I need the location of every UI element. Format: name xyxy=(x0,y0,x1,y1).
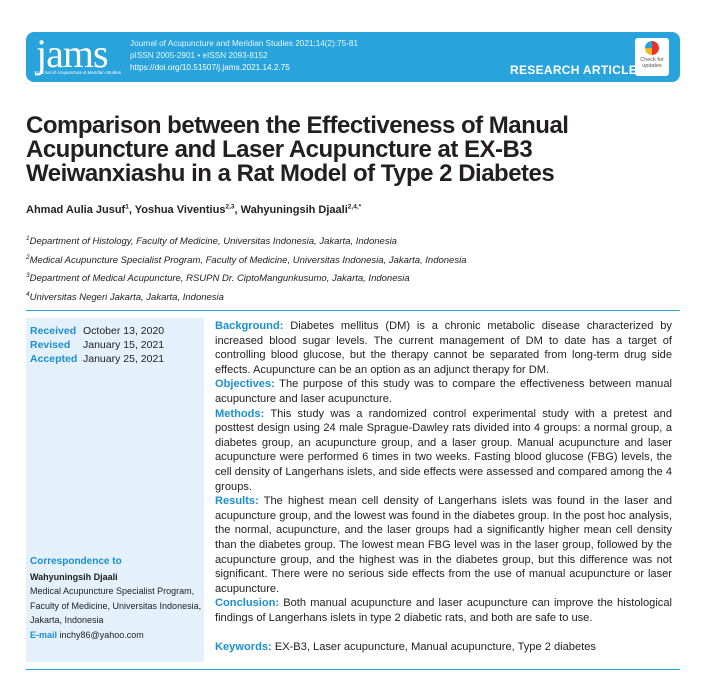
divider xyxy=(26,310,680,311)
dates: Received October 13, 2020 Revised January … xyxy=(30,324,164,366)
aff-sup: 4 xyxy=(26,290,30,298)
date-value: January 15, 2021 xyxy=(83,339,165,351)
author-name: Ahmad Aulia Jusuf xyxy=(26,203,126,216)
date-value: January 25, 2021 xyxy=(83,353,165,365)
affiliations: 1Department of Histology, Faculty of Med… xyxy=(26,231,467,306)
corr-address: Medical Acupuncture Specialist Program, … xyxy=(30,586,202,625)
abstract-section: Methods: This study was a randomized con… xyxy=(215,407,672,495)
abstract-section: Results: The highest mean cell density o… xyxy=(215,494,672,596)
section-label: Objectives: xyxy=(215,378,275,391)
aff-text: Medical Acupuncture Specialist Program, … xyxy=(29,254,467,266)
header-bar: jams Journal of Acupuncture & Meridian S… xyxy=(26,31,680,82)
affiliation: 1Department of Histology, Faculty of Med… xyxy=(26,231,467,250)
author: Ahmad Aulia Jusuf1 xyxy=(26,203,135,216)
keywords: Keywords: EX-B3, Laser acupuncture, Manu… xyxy=(215,641,596,653)
section-text: The purpose of this study was to compare… xyxy=(215,378,672,405)
abstract-section: Objectives: The purpose of this study wa… xyxy=(215,377,672,406)
date-row: Accepted January 25, 2021 xyxy=(30,352,164,366)
aff-sup: 2 xyxy=(26,253,30,261)
section-text: Both manual acupuncture and laser acupun… xyxy=(215,597,672,624)
keywords-label: Keywords: xyxy=(215,641,272,653)
aff-text: Department of Medical Acupuncture, RSUPN… xyxy=(29,273,410,285)
author: Yoshua Viventius2,3 xyxy=(134,203,241,216)
section-text: Diabetes mellitus (DM) is a chronic meta… xyxy=(215,320,672,376)
section-label: Results: xyxy=(215,495,259,508)
article-title: Comparison between the Effectiveness of … xyxy=(26,112,569,187)
abstract-section: Conclusion: Both manual acupuncture and … xyxy=(215,596,672,625)
author-name: Yoshua Viventius xyxy=(134,203,226,216)
issn: pISSN 2005-2901 • eISSN 2093-8152 xyxy=(130,51,268,60)
article-type: RESEARCH ARTICLE xyxy=(510,63,638,77)
date-row: Received October 13, 2020 xyxy=(30,324,164,338)
corr-label: Correspondence to xyxy=(30,556,122,567)
affiliation: 2Medical Acupuncture Specialist Program,… xyxy=(26,250,467,269)
author-sup: 1 xyxy=(125,203,129,210)
author: Wahyuningsih Djaali2,4,* xyxy=(240,203,362,216)
date-value: October 13, 2020 xyxy=(83,325,165,337)
section-label: Background: xyxy=(215,320,284,332)
author-sup: 2,3 xyxy=(225,203,235,210)
authors: Ahmad Aulia Jusuf1 Yoshua Viventius2,3 W… xyxy=(26,203,361,216)
sidebar: Received October 13, 2020 Revised January … xyxy=(26,318,204,662)
email[interactable]: inchy86@yahoo.com xyxy=(59,629,144,640)
aff-sup: 1 xyxy=(26,235,30,242)
date-label: Received xyxy=(30,325,77,337)
date-label: Revised xyxy=(30,339,71,351)
aff-text: Department of Histology, Faculty of Medi… xyxy=(29,236,397,248)
journal-info: Journal of Acupuncture and Meridian Stud… xyxy=(130,38,358,74)
correspondence: Correspondence to Wahyuningsih Djaali Me… xyxy=(30,555,202,642)
section-text: This study was a randomized control expe… xyxy=(215,407,672,493)
logo-subtitle: Journal of Acupuncture & Meridian Studie… xyxy=(36,70,122,75)
divider xyxy=(26,669,680,670)
aff-sup: 3 xyxy=(26,272,30,280)
corr-email-row: E-mail inchy86@yahoo.com xyxy=(30,628,202,643)
abstract-section: Background: Diabetes mellitus (DM) is a … xyxy=(215,319,672,377)
doi[interactable]: https://doi.org/10.51507/j.jams.2021.14.… xyxy=(130,63,290,72)
section-label: Conclusion: xyxy=(215,597,280,610)
logo: jams xyxy=(36,31,109,76)
keywords-text: EX-B3, Laser acupuncture, Manual acupunc… xyxy=(274,641,596,653)
email-label: E-mail xyxy=(30,629,58,640)
author-sup: 2,4,* xyxy=(347,203,362,210)
aff-text: Universitas Negeri Jakarta, Jakarta, Ind… xyxy=(29,292,224,304)
author-name: Wahyuningsih Djaali xyxy=(240,203,348,216)
affiliation: 4Universitas Negeri Jakarta, Jakarta, In… xyxy=(26,287,467,306)
section-text: The highest mean cell density of Langerh… xyxy=(215,495,673,595)
date-label: Accepted xyxy=(30,353,78,365)
affiliation: 3Department of Medical Acupuncture, RSUP… xyxy=(26,268,467,287)
section-label: Methods: xyxy=(215,407,265,420)
abstract: Background: Diabetes mellitus (DM) is a … xyxy=(215,319,672,625)
badge-icon xyxy=(645,41,659,55)
corr-name: Wahyuningsih Djaali xyxy=(30,571,118,582)
date-row: Revised January 15, 2021 xyxy=(30,338,164,352)
journal-citation: Journal of Acupuncture and Meridian Stud… xyxy=(130,39,359,48)
badge-text: Check for updates xyxy=(640,57,664,69)
update-badge[interactable]: Check for updates xyxy=(635,38,669,76)
